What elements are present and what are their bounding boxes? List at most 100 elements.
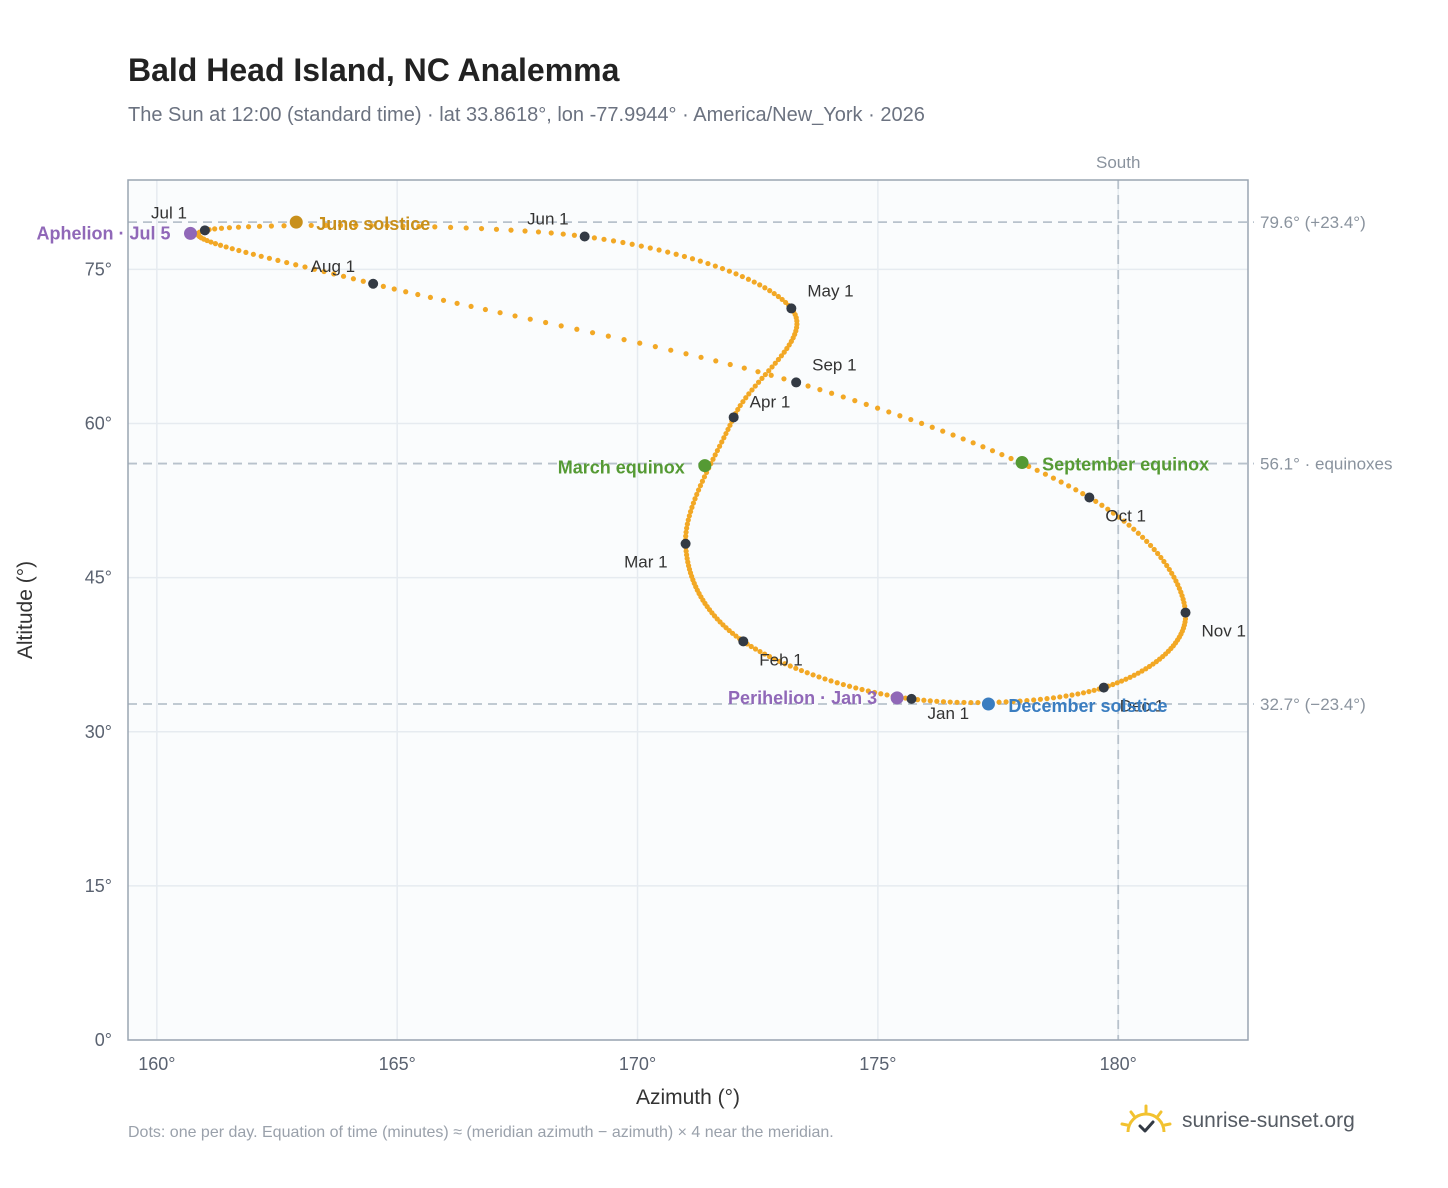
daily-dot: [321, 268, 327, 275]
analemma-path: [195, 222, 1189, 706]
daily-dot: [284, 259, 290, 266]
daily-dot: [256, 223, 263, 229]
daily-dot: [697, 258, 703, 264]
daily-dot: [775, 356, 782, 363]
daily-dot: [1031, 697, 1037, 703]
december-solstice-marker: [981, 697, 995, 711]
daily-dot: [886, 409, 892, 415]
month-label: Feb 1: [759, 650, 802, 669]
daily-dot: [961, 699, 967, 706]
daily-dot: [560, 231, 566, 237]
daily-dot: [840, 394, 846, 400]
daily-dot: [403, 289, 409, 295]
daily-dot: [1140, 534, 1146, 540]
altitude-reference-label: 56.1° · equinoxes: [1260, 455, 1393, 474]
daily-dot: [690, 500, 697, 506]
daily-dot: [778, 353, 785, 359]
daily-dot: [1010, 698, 1016, 705]
daily-dot: [1135, 530, 1141, 536]
daily-dot: [783, 299, 789, 306]
daily-dot: [687, 509, 694, 515]
daily-dot: [266, 255, 272, 261]
month-marker: [368, 278, 379, 289]
daily-dot: [968, 699, 974, 706]
aphelion-label: Aphelion · Jul 5: [36, 223, 170, 243]
daily-dot: [1131, 672, 1137, 678]
x-tick-label: 175°: [859, 1054, 896, 1074]
daily-dot: [863, 401, 869, 407]
x-tick-label: 170°: [619, 1054, 656, 1074]
daily-dot: [1110, 681, 1116, 688]
daily-dot: [1073, 487, 1079, 493]
daily-dot: [589, 330, 596, 336]
daily-dot: [281, 223, 287, 229]
month-label: Nov 1: [1202, 622, 1246, 641]
daily-dot: [1116, 514, 1122, 520]
daily-dot: [360, 278, 366, 284]
daily-dot: [817, 387, 823, 393]
month-markers: Jan 1 Feb 1 Mar 1 Apr 1 May 1 Jun 1 Jul 1 Aug 1…: [151, 203, 1246, 723]
daily-dot: [482, 306, 489, 313]
daily-dot: [637, 340, 643, 346]
month-marker: [906, 693, 917, 704]
daily-dot: [685, 517, 691, 523]
daily-dot: [748, 643, 754, 650]
daily-dot: [714, 447, 721, 454]
daily-dot: [1158, 554, 1164, 561]
daily-dot: [752, 646, 759, 652]
plot-area: [128, 180, 1248, 1040]
month-label: Jul 1: [151, 203, 187, 222]
x-axis-title: Azimuth (°): [636, 1086, 740, 1109]
daily-dot: [828, 678, 834, 684]
brand[interactable]: sunrise-sunset.org: [1120, 1104, 1355, 1138]
daily-dot: [781, 349, 787, 355]
daily-dot: [620, 239, 626, 246]
june-solstice-marker: [289, 215, 303, 229]
daily-dot: [610, 238, 617, 244]
daily-dot: [746, 391, 752, 397]
daily-dot: [766, 368, 772, 374]
daily-dot: [1086, 688, 1092, 695]
daily-dot: [980, 444, 986, 450]
daily-dot: [1114, 680, 1120, 686]
daily-dot: [749, 387, 755, 393]
month-marker: [791, 377, 802, 388]
daily-dot: [727, 422, 733, 428]
daily-dot: [767, 288, 773, 294]
daily-dot: [1147, 542, 1154, 549]
daily-dot: [940, 699, 947, 705]
daily-dot: [1123, 676, 1129, 682]
daily-dot: [1110, 510, 1117, 516]
daily-dot: [258, 253, 264, 259]
daily-dot: [723, 430, 729, 437]
daily-dot: [834, 680, 840, 686]
daily-dot: [353, 222, 359, 229]
daily-dot: [1075, 691, 1081, 697]
daily-dot: [463, 225, 469, 231]
daily-dot: [218, 225, 225, 231]
march-equinox-marker: [698, 459, 712, 473]
daily-dot: [665, 249, 671, 255]
daily-dot: [427, 294, 434, 301]
daily-dot: [1143, 666, 1149, 672]
daily-dot: [793, 665, 799, 671]
daily-dot: [934, 698, 940, 704]
daily-dot: [927, 698, 933, 704]
daily-dot: [681, 253, 688, 260]
month-label: Apr 1: [750, 392, 791, 411]
daily-dot: [798, 667, 805, 674]
daily-dot: [1008, 455, 1014, 462]
perihelion-marker: [890, 691, 904, 705]
daily-dot: [771, 290, 777, 297]
altitude-reference-label: 79.6° (+23.4°): [1260, 213, 1366, 232]
daily-dot: [293, 262, 299, 268]
daily-dot: [212, 241, 219, 247]
daily-dot: [721, 435, 727, 441]
daily-dot: [350, 276, 357, 282]
month-marker: [728, 412, 739, 423]
daily-dot: [1155, 550, 1161, 557]
daily-dot: [865, 688, 871, 694]
daily-dot: [719, 265, 726, 272]
daily-dot: [415, 291, 421, 298]
daily-dot: [591, 235, 597, 241]
